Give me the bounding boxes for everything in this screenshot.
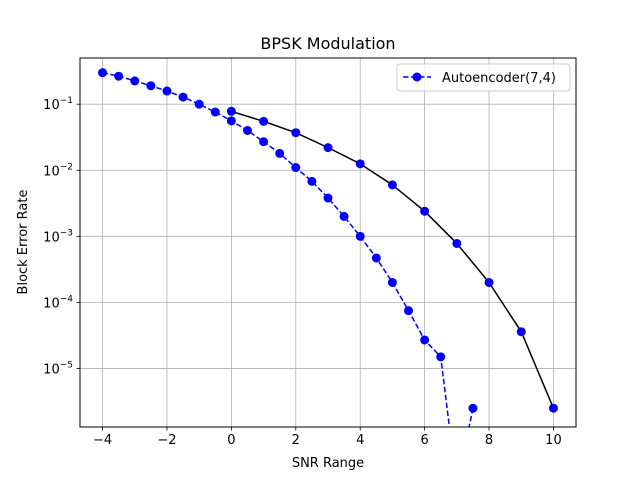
- data-point-series-0: [259, 116, 269, 126]
- y-tick-label: 10−4: [43, 294, 73, 311]
- chart-title: BPSK Modulation: [260, 34, 395, 53]
- x-tick-label: −2: [157, 433, 176, 448]
- x-tick-label: 8: [485, 433, 493, 448]
- data-point-series-1: [194, 99, 204, 109]
- data-point-series-1: [468, 403, 478, 413]
- data-point-series-1: [130, 76, 140, 86]
- data-point-series-0: [226, 106, 236, 116]
- x-axis-label: SNR Range: [292, 456, 364, 471]
- data-point-series-1: [323, 193, 333, 203]
- data-point-series-1: [291, 163, 301, 173]
- legend-label: Autoencoder(7,4): [442, 71, 556, 86]
- data-point-series-1: [178, 92, 188, 102]
- data-point-series-1: [404, 306, 414, 316]
- data-point-series-1: [259, 137, 269, 147]
- y-tick-label: 10−2: [43, 162, 73, 179]
- x-tick-label: 10: [545, 433, 562, 448]
- data-point-series-1: [275, 148, 285, 158]
- data-point-series-1: [355, 231, 365, 241]
- data-point-series-0: [452, 238, 462, 248]
- data-point-series-1: [436, 352, 446, 362]
- marker-layer: [98, 68, 558, 413]
- data-point-series-1: [307, 176, 317, 186]
- data-point-series-0: [323, 143, 333, 153]
- y-tick-label: 10−5: [43, 360, 73, 377]
- x-tick-label: −4: [93, 433, 112, 448]
- legend: Autoencoder(7,4): [396, 63, 571, 92]
- data-point-series-1: [226, 116, 236, 126]
- data-point-series-1: [146, 81, 156, 91]
- plot-frame: [79, 57, 577, 428]
- data-point-series-1: [98, 68, 108, 78]
- data-point-series-1: [242, 125, 252, 135]
- x-tick-label: 0: [227, 433, 235, 448]
- data-point-series-0: [355, 159, 365, 169]
- legend-marker: [412, 72, 422, 82]
- y-tick-label: 10−3: [43, 228, 73, 245]
- data-point-series-1: [162, 86, 172, 96]
- x-tick-label: 4: [356, 433, 364, 448]
- x-tick-label: 2: [292, 433, 300, 448]
- legend-frame: [396, 63, 571, 92]
- y-tick-label: 10−1: [43, 96, 73, 113]
- data-point-series-0: [484, 278, 494, 288]
- x-tick-label: 6: [420, 433, 428, 448]
- data-point-series-0: [420, 206, 430, 216]
- data-point-series-1: [420, 335, 430, 345]
- data-point-series-0: [548, 403, 558, 413]
- data-point-series-1: [387, 278, 397, 288]
- data-point-series-1: [339, 211, 349, 221]
- data-point-series-0: [387, 180, 397, 190]
- data-point-series-1: [114, 71, 124, 81]
- data-point-series-0: [516, 327, 526, 337]
- data-point-series-1: [210, 107, 220, 117]
- y-axis-label: Block Error Rate: [16, 190, 31, 295]
- data-point-series-1: [371, 253, 381, 263]
- data-point-series-0: [291, 128, 301, 138]
- ticks: −4 −2 0 2 4 6 8 10 10−1 10−2 10−3 10−4 10−5: [43, 96, 562, 448]
